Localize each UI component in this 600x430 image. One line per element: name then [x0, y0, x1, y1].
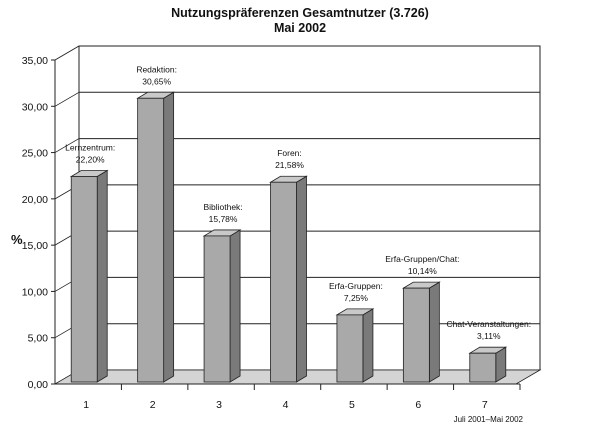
- y-tick-label: 20,00: [22, 194, 48, 206]
- bar-front: [336, 314, 364, 383]
- x-tick-label: 6: [415, 399, 421, 411]
- gridline-side: [54, 138, 80, 153]
- bar-value-label: 22,20%: [76, 154, 105, 164]
- y-tick-label: 0,00: [28, 379, 49, 391]
- bar-name-label: Chat-Veranstaltungen:: [446, 319, 531, 329]
- bar: [136, 91, 176, 383]
- y-tick-label: 25,00: [22, 148, 48, 160]
- bar-front: [270, 181, 297, 383]
- bar-name-label: Erfa-Gruppen/Chat:: [385, 254, 459, 264]
- bar-side: [163, 91, 175, 383]
- y-tick-label: 10,00: [22, 286, 48, 298]
- bar-side: [362, 308, 374, 383]
- bar-side: [296, 175, 307, 383]
- x-tick-label: 4: [283, 399, 289, 411]
- x-tick-label: 3: [216, 399, 222, 411]
- chart-title-line2: Mai 2002: [273, 21, 327, 35]
- bar-front: [402, 287, 430, 383]
- y-axis-top-edge: [54, 45, 80, 61]
- chart-bars: [69, 91, 508, 383]
- bar-side: [229, 229, 241, 383]
- y-tick-label: 30,00: [22, 101, 48, 113]
- y-tick-label: 35,00: [22, 55, 48, 67]
- x-tick-label: 7: [482, 399, 488, 411]
- y-tick-label: 5,00: [28, 333, 49, 345]
- bar-name-label: Erfa-Gruppen:: [329, 281, 383, 291]
- bar-value-label: 21,58%: [275, 160, 304, 170]
- bar-front: [137, 97, 165, 383]
- bar-value-label: 7,25%: [344, 293, 369, 303]
- bar-value-label: 3,11%: [477, 331, 501, 341]
- bar: [69, 169, 109, 383]
- bar-side: [96, 169, 108, 383]
- bar: [335, 308, 375, 383]
- chart-labels: 0,00 5,00 10,00 15,00 20,00 25,00 30,00 35,00 1 L…: [22, 55, 531, 411]
- bar-name-label: Redaktion:: [136, 64, 177, 74]
- footnote: Juli 2001–Mai 2002: [454, 415, 524, 424]
- bar-name-label: Lernzentrum:: [65, 142, 115, 152]
- bar: [269, 175, 308, 383]
- chart-title: Nutzungspräferenzen Gesamtnutzer (3.726)…: [0, 6, 600, 36]
- x-tick-label: 5: [349, 399, 355, 411]
- x-tick-label: 2: [150, 399, 156, 411]
- bar: [401, 281, 441, 383]
- chart-title-line1: Nutzungspräferenzen Gesamtnutzer (3.726): [171, 6, 429, 20]
- x-tick-label: 1: [83, 399, 89, 411]
- y-tick-label: 15,00: [22, 240, 48, 252]
- bar-name-label: Foren:: [277, 148, 302, 158]
- bar-front: [469, 352, 497, 383]
- bar: [202, 229, 242, 383]
- bar-value-label: 30,65%: [142, 76, 171, 86]
- y-axis-label: %: [11, 232, 23, 247]
- bar-value-label: 15,78%: [209, 214, 238, 224]
- chart-axes: [51, 45, 521, 390]
- bar: [468, 346, 508, 383]
- bar-front: [70, 176, 98, 383]
- gridline-side: [54, 91, 80, 107]
- bar-name-label: Bibliothek:: [203, 202, 242, 212]
- bar-front: [203, 235, 231, 383]
- bar-value-label: 10,14%: [408, 266, 437, 276]
- bar-side: [428, 281, 440, 383]
